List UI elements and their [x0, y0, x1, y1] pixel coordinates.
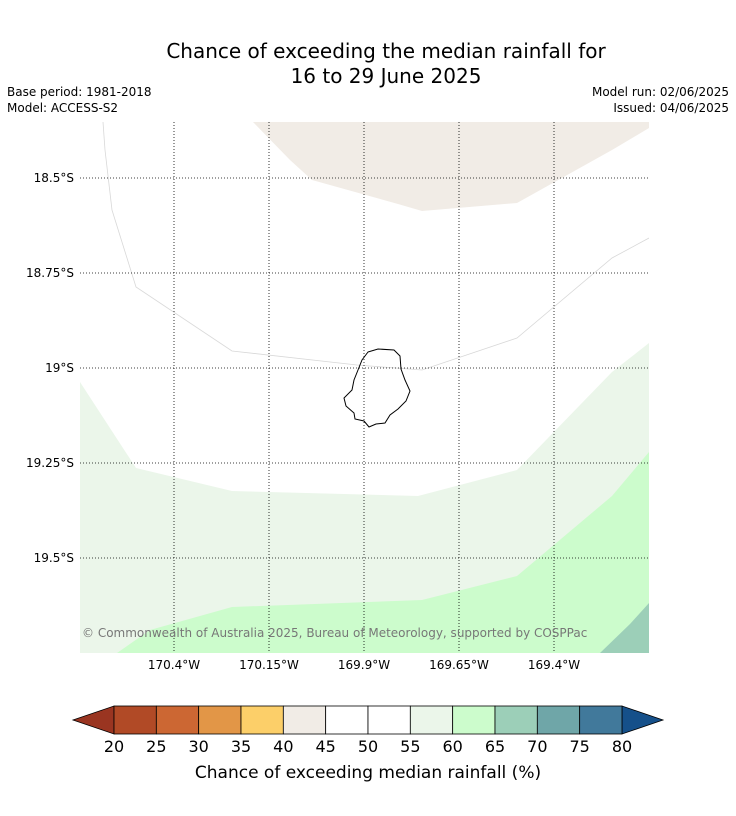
colorbar-tick-label: 30	[188, 737, 208, 756]
contour-40-45	[253, 122, 649, 211]
colorbar-segment	[409, 705, 454, 735]
meta-right: Model run: 02/06/2025 Issued: 04/06/2025	[592, 84, 729, 116]
colorbar-segment	[113, 705, 157, 735]
contour-55-60	[80, 343, 649, 653]
colorbar-tick-label: 40	[273, 737, 293, 756]
title-line-2: 16 to 29 June 2025	[290, 64, 482, 88]
colorbar-segment	[282, 705, 327, 735]
colorbar-segment	[452, 705, 496, 735]
contour-line-50	[102, 122, 649, 371]
lon-tick-label: 170.15°W	[239, 658, 299, 672]
colorbar-segment	[240, 705, 284, 735]
colorbar-segment	[494, 705, 538, 735]
colorbar-tick-label: 35	[231, 737, 251, 756]
colorbar-segment	[155, 705, 200, 735]
lon-tick-labels: 170.4°W 170.15°W 169.9°W 169.65°W 169.4°…	[148, 658, 580, 672]
lat-tick-label: 18.5°S	[34, 171, 74, 185]
lat-tick-label: 18.75°S	[26, 266, 74, 280]
colorbar-extend-high	[621, 705, 665, 735]
issued-date: Issued: 04/06/2025	[613, 101, 729, 115]
map-area: © Commonwealth of Australia 2025, Bureau…	[80, 122, 649, 653]
colorbar-tick-label: 60	[442, 737, 462, 756]
colorbar-tick-label: 80	[612, 737, 632, 756]
base-period: Base period: 1981-2018	[7, 85, 152, 99]
lon-tick-label: 170.4°W	[148, 658, 200, 672]
colorbar-segment	[325, 705, 369, 735]
lat-tick-label: 19.5°S	[34, 551, 74, 565]
lon-tick-label: 169.9°W	[338, 658, 390, 672]
lon-tick-label: 169.4°W	[528, 658, 580, 672]
colorbar-tick-label: 65	[485, 737, 505, 756]
lat-tick-label: 19.25°S	[26, 456, 74, 470]
island-outline	[343, 348, 411, 428]
gridlines	[80, 122, 649, 653]
colorbar-tick-label: 25	[146, 737, 166, 756]
colorbar-tick-label: 70	[527, 737, 547, 756]
colorbar-segment	[367, 705, 411, 735]
lat-tick-labels: 18.5°S 18.75°S 19°S 19.25°S 19.5°S	[26, 171, 74, 565]
colorbar-segment	[579, 705, 623, 735]
colorbar-extend-low	[71, 705, 115, 735]
colorbar-segment	[198, 705, 242, 735]
colorbar: 20 25 30 35 40 45 50 55 60 65 70 75 80	[71, 705, 665, 756]
colorbar-tick-label: 75	[569, 737, 589, 756]
colorbar-tick-label: 50	[358, 737, 378, 756]
colorbar-tick-label: 20	[104, 737, 124, 756]
meta-left: Base period: 1981-2018 Model: ACCESS-S2	[7, 84, 152, 116]
chart-title: Chance of exceeding the median rainfall …	[0, 39, 736, 89]
contour-65-70	[600, 603, 649, 653]
model-name: Model: ACCESS-S2	[7, 101, 119, 115]
lon-tick-label: 169.65°W	[429, 658, 489, 672]
contour-60-65	[117, 452, 649, 653]
colorbar-segment	[536, 705, 581, 735]
colorbar-title: Chance of exceeding median rainfall (%)	[195, 763, 541, 783]
title-line-1: Chance of exceeding the median rainfall …	[166, 39, 606, 63]
lat-tick-label: 19°S	[45, 361, 74, 375]
copyright-notice: © Commonwealth of Australia 2025, Bureau…	[82, 626, 587, 640]
colorbar-tick-label: 55	[400, 737, 420, 756]
colorbar-tick-label: 45	[315, 737, 335, 756]
model-run: Model run: 02/06/2025	[591, 85, 729, 99]
